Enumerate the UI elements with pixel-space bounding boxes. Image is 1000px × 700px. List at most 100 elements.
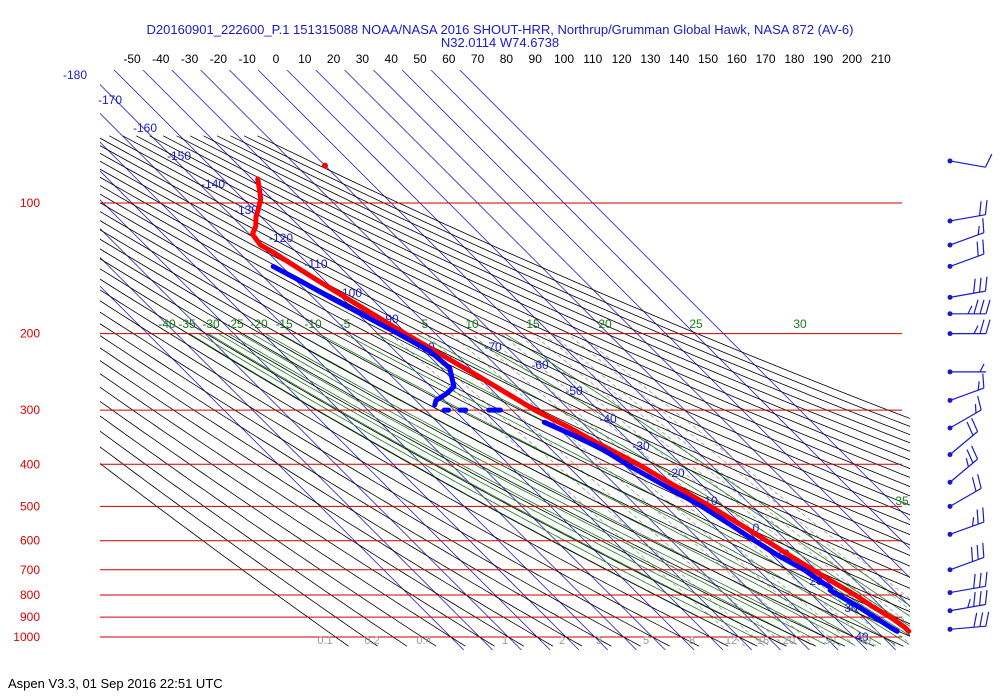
wind-barb [947, 319, 991, 337]
dry-adiabat-line [109, 135, 910, 516]
moist-adiabat-label: -40 [158, 317, 176, 331]
dry-adiabat-line [100, 258, 816, 647]
temperature-tick-label: 50 [413, 52, 427, 66]
dry-adiabat-label: -120 [269, 231, 293, 245]
wind-barb [947, 153, 993, 168]
isotherm-line [257, 70, 839, 650]
isotherm-line [100, 84, 666, 650]
dry-adiabat-line [100, 360, 554, 647]
wind-barb [947, 445, 979, 485]
pressure-label: 700 [20, 563, 40, 577]
dry-adiabat-line [100, 446, 379, 647]
temperature-tick-label: 10 [298, 52, 312, 66]
wind-barbs [947, 153, 993, 632]
wind-barb [947, 417, 979, 458]
isotherm-line [100, 112, 637, 650]
temperature-tick-label: 150 [698, 52, 718, 66]
chart-location: N32.0114 W74.6738 [440, 35, 560, 50]
isotherm-line [373, 70, 910, 608]
isotherm-line [100, 199, 551, 650]
temperature-point [321, 162, 328, 169]
moist-adiabat-line [239, 333, 826, 645]
dry-adiabat-line [100, 185, 910, 589]
dry-adiabat-line [162, 135, 910, 478]
dewpoint-profile [541, 419, 900, 634]
mixing-ratio-label: 5 [643, 635, 649, 647]
dry-adiabat-line [100, 229, 904, 647]
mixing-ratio-label: 8 [689, 635, 695, 647]
pressure-label: 1000 [13, 630, 40, 644]
temperature-tick-label: -10 [239, 52, 257, 66]
temperature-tick-label: 40 [385, 52, 399, 66]
dry-adiabat-line [257, 135, 910, 419]
isotherm-line [113, 70, 695, 650]
temperature-tick-label: 100 [554, 52, 574, 66]
mixing-ratio-line [424, 333, 786, 647]
dry-adiabat-line [100, 145, 910, 536]
dry-adiabat-line [189, 135, 910, 461]
sounding-profiles [250, 162, 912, 634]
temperature-tick-label: 120 [612, 52, 632, 66]
moist-adiabat-line [504, 333, 910, 607]
temperature-tick-label: 180 [784, 52, 804, 66]
isotherm-line [401, 70, 910, 579]
wind-barb [947, 507, 985, 537]
dry-adiabat-label: -60 [531, 358, 549, 372]
dry-adiabat-line [100, 347, 583, 647]
dry-adiabat-line [243, 135, 910, 427]
mixing-ratio-line [389, 333, 746, 647]
moist-adiabat-label: 15 [526, 317, 540, 331]
mixing-ratio-label: 16 [757, 635, 769, 647]
wind-barb [947, 276, 988, 300]
dry-adiabat-line [100, 323, 641, 647]
wind-barb [947, 239, 985, 269]
isotherm-line [200, 70, 781, 650]
moist-adiabat-label: -35 [178, 317, 196, 331]
temperature-tick-label: -40 [152, 52, 170, 66]
dry-adiabat-line [100, 160, 910, 556]
mixing-ratio-label: 20 [783, 635, 795, 647]
dry-adiabat-line [100, 430, 408, 647]
wind-barb [947, 373, 985, 403]
temperature-tick-label: 30 [356, 52, 370, 66]
dry-adiabat-line [203, 135, 910, 452]
dry-adiabat-line [136, 135, 910, 497]
moist-adiabat-label: -25 [226, 317, 244, 331]
mixing-ratio-label: 0.1 [317, 635, 332, 647]
dry-adiabat-line [100, 300, 700, 647]
moist-adiabat-line [297, 333, 882, 645]
dry-adiabat-label: -130 [234, 203, 258, 217]
moist-adiabat-label: 5 [422, 317, 429, 331]
mixing-ratio-label: 0.2 [364, 635, 379, 647]
mixing-ratio-line [567, 333, 910, 611]
wind-barb [947, 218, 985, 248]
dry-adiabat-label: -40 [599, 412, 617, 426]
temperature-tick-label: 80 [500, 52, 514, 66]
isotherm-line [315, 70, 897, 650]
pressure-label: 300 [20, 403, 40, 417]
isotherm-line [100, 285, 465, 650]
mixing-ratio-line [450, 333, 816, 647]
mixing-ratio-line [531, 333, 910, 645]
isotherm-line [286, 70, 868, 650]
dry-adiabat-line [230, 135, 910, 436]
isotherm-line [459, 70, 910, 521]
wind-barb [947, 474, 982, 509]
dry-adiabat-line [100, 238, 875, 647]
wind-barb [947, 611, 990, 632]
mixing-ratio-label: 30 [824, 635, 836, 647]
wind-barb [947, 589, 988, 614]
moist-adiabat-label: -10 [304, 317, 322, 331]
moist-adiabat-line [251, 333, 840, 645]
wind-barb [947, 571, 988, 596]
dry-adiabat-line [100, 335, 612, 647]
isotherm-line [100, 170, 580, 650]
pressure-label: 800 [20, 588, 40, 602]
mixing-ratio-label: 2 [559, 635, 565, 647]
dry-adiabat-label: 0 [753, 521, 760, 535]
wind-barb [947, 395, 982, 431]
temperature-tick-label: -20 [210, 52, 228, 66]
moist-adiabat-label: 25 [689, 317, 703, 331]
dry-adiabat-line [149, 135, 910, 488]
